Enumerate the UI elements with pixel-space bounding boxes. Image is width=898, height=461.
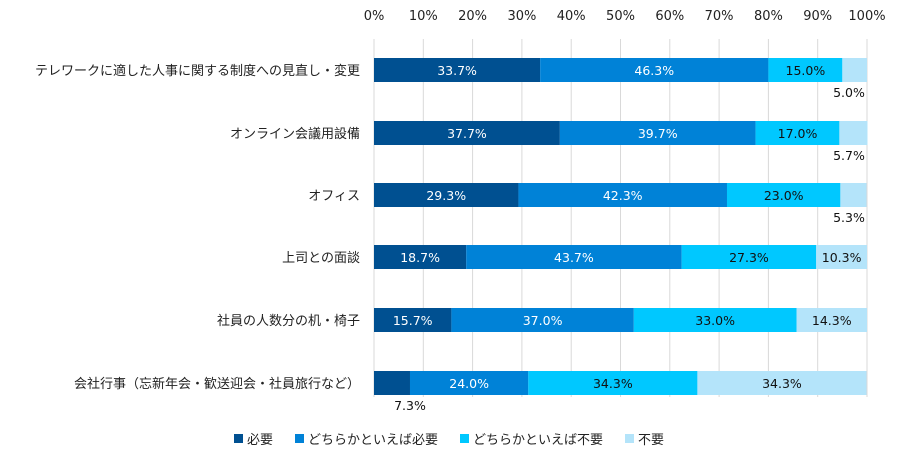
bar-segment [796, 308, 867, 332]
data-label: 15.7% [393, 313, 433, 328]
data-label: 24.0% [449, 376, 489, 391]
legend-swatch-icon [233, 433, 243, 443]
x-tick-label: 100% [848, 9, 885, 24]
bar-segment [839, 121, 868, 145]
category-label: オフィス [308, 189, 360, 204]
data-label: 42.3% [603, 188, 643, 203]
data-label: 17.0% [778, 126, 818, 141]
bar-segment [409, 371, 529, 395]
legend-item: 不要 [625, 428, 664, 448]
bar-segment [528, 371, 698, 395]
bar-segment [374, 308, 452, 332]
data-label: 29.3% [426, 188, 466, 203]
category-label: 上司との面談 [282, 250, 360, 266]
data-labels: 33.7% 46.3% 15.0% 5.0% 37.7% 39.7% 17.0% 5.7% 29… [393, 63, 865, 413]
data-label: 15.0% [786, 63, 826, 78]
category-label: 会社行事（忘新年会・歓送迎会・社員旅行など） [74, 376, 360, 392]
data-label: 5.3% [833, 210, 865, 225]
bar-segment [374, 58, 541, 82]
legend-label: どちらかといえば不要 [473, 432, 604, 448]
bar-segment [816, 245, 867, 269]
data-label: 39.7% [638, 126, 678, 141]
data-label: 23.0% [764, 188, 804, 203]
bar-segment [681, 245, 817, 269]
bar-segment [633, 308, 797, 332]
legend-label: どちらかといえば必要 [307, 432, 438, 448]
legend-label: 必要 [246, 432, 273, 448]
x-tick-label: 60% [655, 9, 684, 24]
data-label: 33.0% [695, 313, 735, 328]
data-label: 27.3% [729, 250, 769, 265]
data-label: 18.7% [400, 250, 440, 265]
x-tick-label: 70% [705, 9, 734, 24]
legend: 必要 どちらかといえば必要 どちらかといえば不要 不要 [0, 428, 898, 448]
data-label: 43.7% [554, 250, 594, 265]
legend-swatch-icon [625, 433, 635, 443]
legend-item: どちらかといえば必要 [294, 428, 438, 448]
bar-segment [451, 308, 634, 332]
x-tick-label: 20% [458, 9, 487, 24]
bar-segment [540, 58, 769, 82]
category-label: オンライン会議用設備 [230, 126, 360, 142]
x-axis-ticks: 0% 10% 20% 30% 40% 50% 60% 70% 80% 90% 100% [364, 9, 886, 24]
category-label: テレワークに適した人事に関する制度への見直し・変更 [35, 63, 360, 79]
data-label: 34.3% [593, 376, 633, 391]
bars [374, 58, 868, 395]
gridlines [373, 39, 868, 397]
legend-label: 不要 [638, 432, 665, 448]
bar-segment [374, 245, 467, 269]
bar-segment [374, 183, 519, 207]
bar-segment [840, 183, 867, 207]
data-label: 33.7% [437, 63, 477, 78]
data-label: 46.3% [634, 63, 674, 78]
data-label: 5.7% [833, 148, 865, 163]
x-tick-label: 10% [409, 9, 438, 24]
data-label: 7.3% [394, 398, 426, 413]
bar-segment [726, 183, 841, 207]
category-label: 社員の人数分の机・椅子 [217, 313, 360, 329]
category-labels: テレワークに適した人事に関する制度への見直し・変更オンライン会議用設備オフィス上… [35, 63, 360, 392]
bar-segment [697, 371, 867, 395]
data-label: 37.7% [447, 126, 487, 141]
legend-swatch-icon [294, 433, 304, 443]
data-label: 14.3% [812, 313, 852, 328]
bar-segment [374, 121, 560, 145]
x-tick-label: 80% [754, 9, 783, 24]
x-tick-label: 0% [364, 9, 385, 24]
data-label: 5.0% [833, 85, 865, 100]
bar-segment [466, 245, 682, 269]
bar-segment [768, 58, 843, 82]
bar-segment [374, 371, 410, 395]
data-label: 34.3% [762, 376, 802, 391]
data-label: 10.3% [822, 250, 862, 265]
x-tick-label: 50% [606, 9, 635, 24]
legend-item: 必要 [233, 428, 273, 448]
bar-segment [518, 183, 727, 207]
bar-segment [559, 121, 756, 145]
legend-item: どちらかといえば不要 [460, 428, 603, 448]
x-tick-label: 90% [803, 9, 832, 24]
legend-swatch-icon [460, 433, 469, 443]
x-tick-label: 30% [507, 9, 536, 24]
x-tick-label: 40% [557, 9, 586, 24]
data-label: 37.0% [523, 313, 563, 328]
bar-segment [842, 58, 867, 82]
bar-segment [755, 121, 840, 145]
